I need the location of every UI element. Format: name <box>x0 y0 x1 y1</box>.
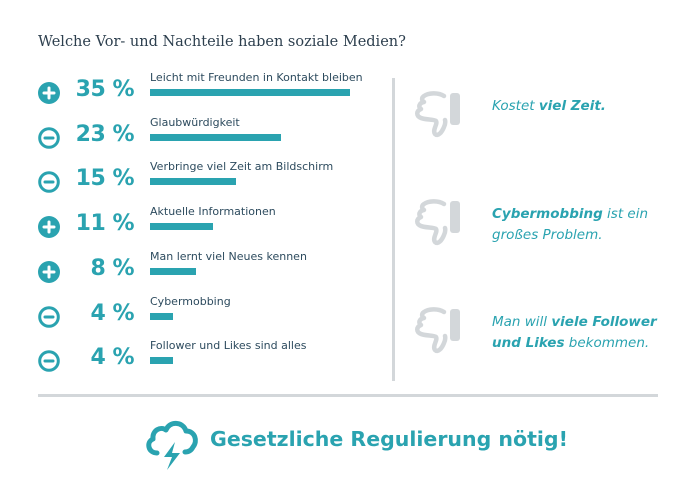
con-text-bold: viele Follower und Likes <box>492 314 657 351</box>
category-label: Glaubwürdigkeit <box>150 115 240 129</box>
chart-title: Welche Vor- und Nachteile haben soziale … <box>38 34 406 50</box>
minus-icon <box>38 350 60 372</box>
bar-row: 4 % Cybermobbing <box>0 295 390 339</box>
bar-row: 35 % Leicht mit Freunden in Kontakt blei… <box>0 71 390 115</box>
con-text-post: ist ein großes Problem. <box>492 206 649 243</box>
value-label: 4 % <box>90 300 134 326</box>
con-text-bold: viel Zeit. <box>538 98 606 114</box>
plus-icon <box>38 82 60 104</box>
con-item: Cybermobbing ist ein großes Problem. <box>412 198 672 258</box>
bar <box>150 133 282 141</box>
bar <box>150 223 213 231</box>
cloud-lightning-icon <box>146 420 198 470</box>
con-text-pre: Kostet <box>492 98 539 114</box>
bar <box>150 178 236 186</box>
category-label: Man lernt viel Neues kennen <box>150 249 307 263</box>
thumbs-down-icon <box>415 199 460 246</box>
plus-icon <box>38 260 60 283</box>
divider <box>392 78 395 381</box>
bar <box>150 89 350 96</box>
value-label: 4 % <box>90 345 134 371</box>
con-text: Cybermobbing ist ein großes Problem. <box>492 204 672 246</box>
separator <box>38 394 658 397</box>
minus-icon <box>38 126 60 149</box>
bar <box>150 357 173 365</box>
bar-row: 8 % Man lernt viel Neues kennen <box>0 250 390 294</box>
con-item: Man will viele Follower und Likes bekomm… <box>412 306 672 366</box>
bar <box>150 312 173 320</box>
con-text-post: bekommen. <box>564 335 650 351</box>
con-text-bold: Cybermobbing <box>492 206 603 222</box>
bar-row: 4 % Follower und Likes sind alles <box>0 339 390 383</box>
bar <box>150 267 196 275</box>
category-label: Cybermobbing <box>150 294 231 308</box>
con-text: Kostet viel Zeit. <box>492 96 672 117</box>
category-label: Aktuelle Informationen <box>150 205 276 219</box>
footer-text: Gesetzliche Regulierung nötig! <box>210 427 568 451</box>
thumbs-down-icon <box>415 307 460 354</box>
minus-icon <box>38 305 60 328</box>
bar-row: 23 % Glaubwürdigkeit <box>0 116 390 160</box>
thumbs-down-icon <box>415 91 460 138</box>
category-label: Follower und Likes sind alles <box>150 339 307 353</box>
minus-icon <box>38 171 60 194</box>
category-label: Leicht mit Freunden in Kontakt bleiben <box>150 71 363 84</box>
plus-icon <box>38 216 60 239</box>
con-item: Kostet viel Zeit. <box>412 90 672 150</box>
con-text-pre: Man will <box>492 314 552 330</box>
value-label: 15 % <box>75 166 135 192</box>
value-label: 11 % <box>75 211 135 237</box>
bar-row: 15 % Verbringe viel Zeit am Bildschirm <box>0 160 390 204</box>
value-label: 23 % <box>75 121 135 147</box>
con-text: Man will viele Follower und Likes bekomm… <box>492 312 672 354</box>
value-label: 8 % <box>90 255 134 281</box>
category-label: Verbringe viel Zeit am Bildschirm <box>150 160 334 174</box>
bar-row: 11 % Aktuelle Informationen <box>0 205 390 249</box>
value-label: 35 % <box>75 77 135 102</box>
